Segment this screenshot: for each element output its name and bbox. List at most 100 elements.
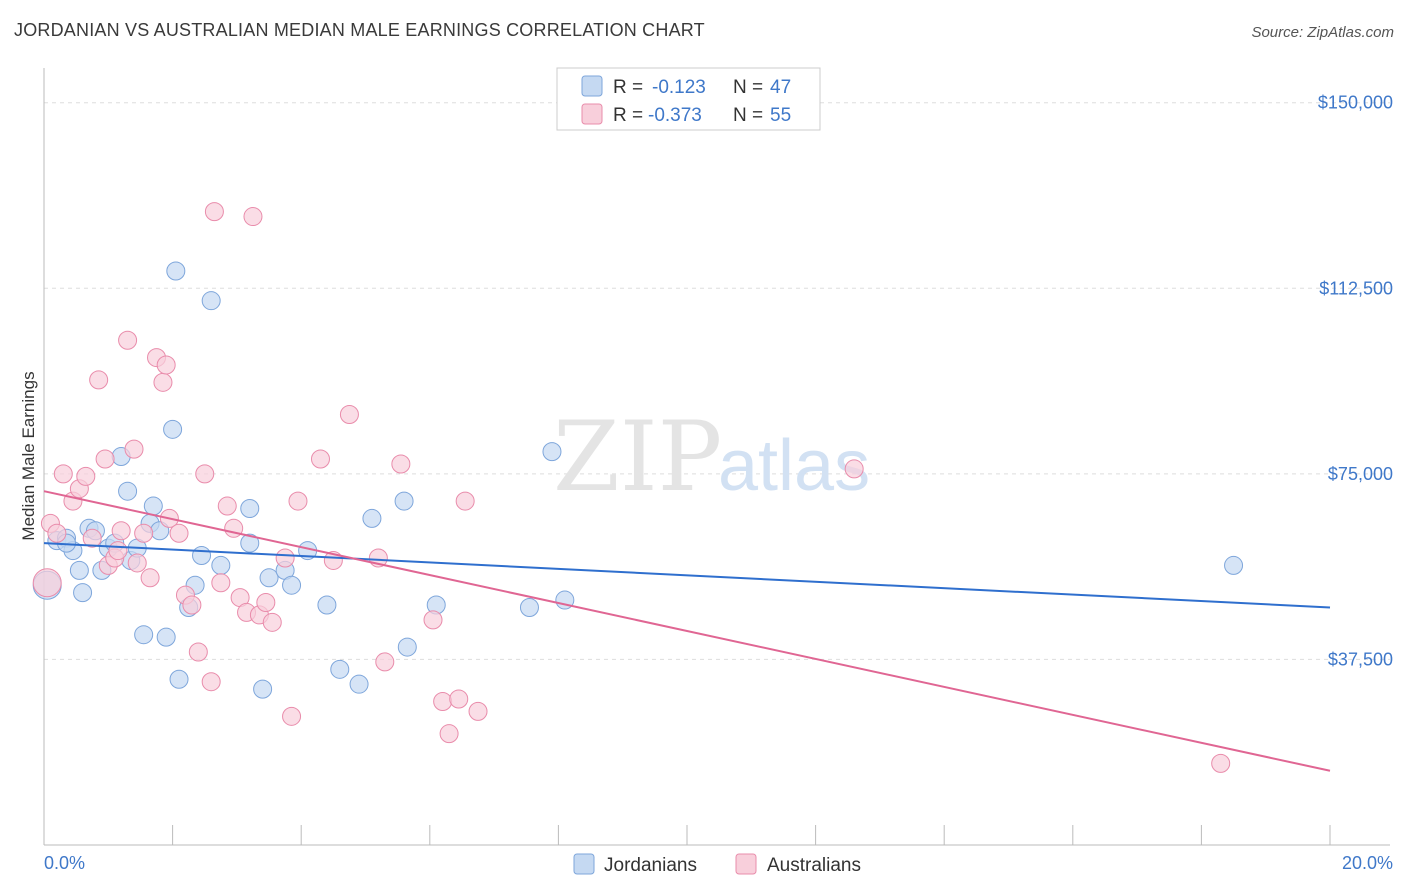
jordanians-point [542, 442, 562, 462]
australians-point [204, 202, 224, 222]
y-tick-labels: $37,500 $75,000 $112,500 $150,000 [1318, 93, 1393, 670]
y-tick-label: $75,000 [1328, 464, 1393, 484]
australians-point [1211, 753, 1231, 773]
x-axis-ticks [43, 825, 1331, 845]
australians-point [53, 464, 73, 484]
jordanians-point [118, 481, 138, 501]
australians-point [188, 642, 208, 662]
australians-point [339, 404, 359, 424]
watermark-zip: ZIP [553, 401, 722, 513]
jordanians-point [201, 291, 221, 311]
australians-point [468, 701, 488, 721]
trendline-jordanians [43, 542, 1331, 609]
australians-point [844, 459, 864, 479]
australians-point [201, 672, 221, 692]
legend-r-value-1: -0.123 [652, 77, 706, 98]
legend-n-value-1: 47 [770, 77, 791, 98]
australians-point [439, 724, 459, 744]
jordanians-point [156, 627, 176, 647]
source-label: Source: ZipAtlas.com [1251, 24, 1394, 41]
watermark-atlas: atlas [718, 426, 870, 506]
jordanians-point [330, 659, 350, 679]
legend-swatch-jordanians [581, 75, 603, 97]
australians-point [243, 207, 263, 227]
australians-point [275, 548, 295, 568]
australians-point [262, 612, 282, 632]
australians-point [433, 691, 453, 711]
jordanians-point [69, 560, 89, 580]
y-tick-label: $150,000 [1318, 93, 1393, 113]
jordanians-point [253, 679, 273, 699]
australians-point [111, 521, 131, 541]
bottom-legend-swatch-australians [735, 853, 757, 875]
jordanians-point [240, 533, 260, 553]
legend-n-label-1: N = [733, 77, 763, 98]
legend-r-value-2: -0.373 [648, 105, 702, 126]
bottom-legend-swatch-jordanians [573, 853, 595, 875]
australians-point [153, 372, 173, 392]
series-legend: Jordanians Australians [573, 853, 861, 876]
australians-point [310, 449, 330, 469]
australians-point [423, 610, 443, 630]
bottom-legend-australians: Australians [767, 855, 861, 876]
bottom-legend-jordanians: Jordanians [604, 855, 697, 876]
australians-point [95, 449, 115, 469]
australians-point [449, 689, 469, 709]
x-tick-label-min: 0.0% [44, 853, 85, 873]
australians-point [134, 523, 154, 543]
legend-swatch-australians [581, 103, 603, 125]
jordanians-point [1224, 555, 1244, 575]
y-tick-label: $112,500 [1319, 278, 1393, 298]
australians-point [89, 370, 109, 390]
australians-point [156, 355, 176, 375]
jordanians-point [134, 625, 154, 645]
y-tick-label: $37,500 [1328, 649, 1393, 669]
jordanians-point [259, 568, 279, 588]
australians-point [108, 541, 128, 561]
jordanians-point [394, 491, 414, 511]
australians-point [256, 593, 276, 613]
australians-point [47, 523, 67, 543]
x-tick-label-max: 20.0% [1342, 853, 1393, 873]
australians-point [195, 464, 215, 484]
jordanians-point [192, 546, 212, 566]
legend-n-label-2: N = [733, 105, 763, 126]
trendline-australians [43, 490, 1331, 772]
jordanians-point [240, 499, 260, 519]
jordanians-point [362, 508, 382, 528]
jordanians-point [169, 669, 189, 689]
jordanians-point [163, 419, 183, 439]
australians-point [169, 523, 189, 543]
australians-point [118, 330, 138, 350]
jordanians-point [282, 575, 302, 595]
chart-title: JORDANIAN VS AUSTRALIAN MEDIAN MALE EARN… [14, 20, 705, 40]
jordanians-point [73, 583, 93, 603]
australians-point [127, 553, 147, 573]
series-australians-points [32, 202, 1231, 773]
jordanians-point [211, 555, 231, 575]
australians-point [375, 652, 395, 672]
australians-point [124, 439, 144, 459]
australians-point [182, 595, 202, 615]
australians-point [211, 573, 231, 593]
jordanians-point [349, 674, 369, 694]
jordanians-point [317, 595, 337, 615]
legend-r-label-1: R = [613, 77, 643, 98]
y-axis-title: Median Male Earnings [19, 371, 38, 540]
australians-point [288, 491, 308, 511]
australians-point [217, 496, 237, 516]
australians-point [76, 466, 96, 486]
australians-point [32, 568, 62, 598]
australians-point [140, 568, 160, 588]
legend-n-value-2: 55 [770, 105, 791, 126]
australians-point [455, 491, 475, 511]
jordanians-point [143, 496, 163, 516]
correlation-legend: R = -0.123 N = 47 R = -0.373 N = 55 [556, 67, 821, 131]
jordanians-point [397, 637, 417, 657]
jordanians-point [166, 261, 186, 281]
australians-point [391, 454, 411, 474]
australians-point [82, 528, 102, 548]
australians-point [282, 706, 302, 726]
legend-r-label-2: R = [613, 105, 643, 126]
